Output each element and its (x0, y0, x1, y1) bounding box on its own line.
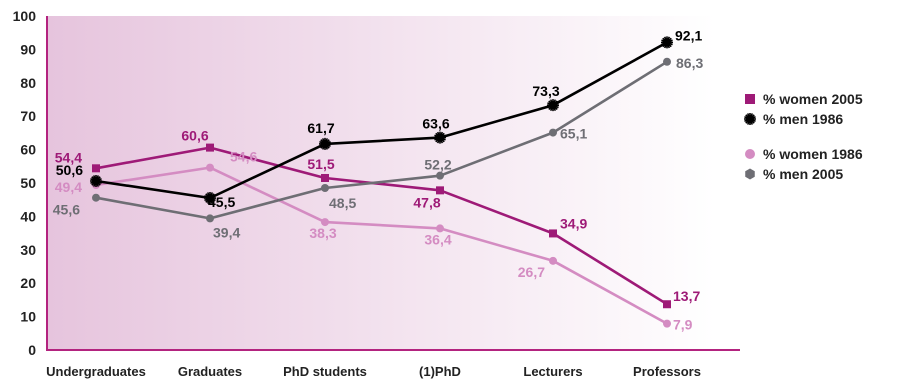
data-label: 36,4 (424, 231, 451, 247)
data-label: 86,3 (676, 55, 703, 71)
data-point (549, 229, 557, 238)
x-category-label: (1)PhD (419, 364, 461, 379)
data-label: 52,2 (424, 157, 451, 173)
data-label: 34,9 (560, 215, 587, 231)
data-label: 54,6 (230, 149, 257, 165)
data-point (663, 300, 671, 309)
data-labels: 49,4 54,6 38,3 36,4 26,7 7,9 54,4 60,6 51,5 47,8 3… (53, 27, 704, 332)
data-point (206, 143, 214, 152)
data-point (321, 218, 329, 227)
series-men-2005 (92, 57, 671, 223)
legend-square-icon (745, 94, 755, 104)
data-point (90, 175, 102, 187)
data-point (434, 131, 446, 144)
data-label: 45,5 (208, 194, 235, 210)
data-label: 63,6 (422, 116, 449, 132)
data-label: 38,3 (309, 225, 336, 241)
data-label: 48,5 (329, 195, 356, 211)
y-tick-label: 60 (20, 142, 36, 158)
data-label: 50,6 (56, 162, 83, 178)
legend-label: % men 1986 (763, 111, 843, 127)
legend-label: % women 2005 (763, 91, 863, 107)
data-point (206, 163, 214, 172)
data-point (547, 99, 559, 112)
data-point (92, 164, 100, 173)
x-category-label: Lecturers (523, 364, 582, 379)
x-axis-categories: Undergraduates Graduates PhD students (1)Ph… (46, 364, 701, 379)
y-tick-label: 50 (20, 175, 36, 191)
data-label: 60,6 (181, 128, 208, 144)
y-axis-ticks: 0 10 20 30 40 50 60 70 80 90 100 (13, 8, 37, 358)
legend-circle-icon (745, 149, 755, 159)
legend-item: % men 1986 (744, 111, 843, 127)
y-tick-label: 100 (13, 8, 37, 24)
data-label: 26,7 (518, 264, 545, 280)
data-point (321, 184, 329, 193)
data-point (661, 36, 673, 49)
data-point (663, 319, 671, 328)
y-tick-label: 70 (20, 108, 36, 124)
legend-label: % men 2005 (763, 166, 843, 182)
y-tick-label: 20 (20, 275, 36, 291)
data-point (204, 192, 216, 205)
data-point (549, 128, 557, 137)
series-line (95, 166, 668, 325)
series-women-2005 (92, 143, 671, 309)
x-category-label: PhD students (283, 364, 367, 379)
x-category-label: Professors (633, 364, 701, 379)
legend-hexagon-icon (745, 168, 755, 180)
series-women-1986 (92, 163, 671, 328)
legend-item: % women 2005 (745, 91, 863, 107)
data-point (206, 214, 214, 223)
data-point (319, 137, 331, 150)
data-label: 7,9 (673, 317, 693, 333)
y-tick-label: 30 (20, 242, 36, 258)
legend-item: % women 1986 (745, 146, 863, 162)
legend-item: % men 2005 (745, 166, 843, 182)
y-tick-label: 90 (20, 41, 36, 57)
data-point (321, 173, 329, 182)
data-label: 13,7 (673, 288, 700, 304)
series-line (95, 41, 668, 200)
series-line (95, 146, 668, 306)
data-point (436, 186, 444, 195)
y-tick-label: 40 (20, 208, 36, 224)
data-label: 61,7 (307, 120, 334, 136)
legend-star-icon (744, 113, 756, 125)
series-layer (90, 36, 673, 328)
data-label: 92,1 (675, 27, 702, 43)
data-label: 47,8 (413, 194, 440, 210)
data-point (436, 224, 444, 233)
data-label: 54,4 (55, 149, 82, 165)
data-point (436, 171, 444, 180)
legend: % women 2005 % men 1986 % women 1986 % men … (744, 91, 863, 182)
y-tick-label: 0 (28, 342, 36, 358)
series-line (95, 60, 668, 220)
x-category-label: Graduates (178, 364, 242, 379)
legend-label: % women 1986 (763, 146, 863, 162)
y-tick-label: 80 (20, 75, 36, 91)
y-tick-label: 10 (20, 309, 36, 325)
series-men-1986 (90, 36, 673, 205)
data-label: 49,4 (55, 179, 82, 195)
data-label: 51,5 (307, 156, 334, 172)
data-point (549, 256, 557, 265)
data-point (92, 193, 100, 202)
data-point (663, 57, 671, 66)
data-label: 65,1 (560, 126, 587, 142)
data-label: 73,3 (532, 83, 559, 99)
x-category-label: Undergraduates (46, 364, 146, 379)
data-label: 45,6 (53, 202, 80, 218)
data-label: 39,4 (213, 224, 240, 240)
